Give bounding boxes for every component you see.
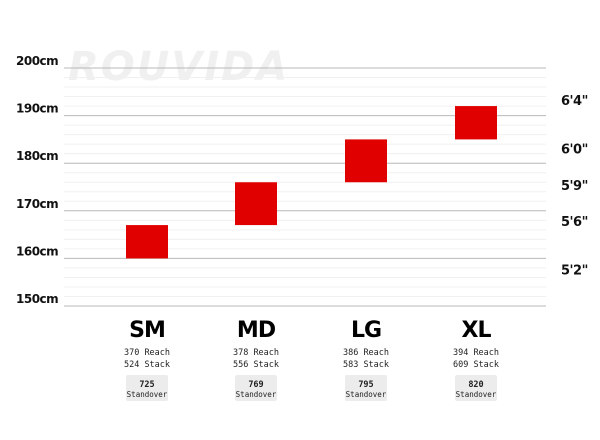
y-tick-label: 180cm — [16, 149, 58, 163]
standover-value: 795 — [358, 380, 373, 390]
range-bar-md — [235, 182, 277, 226]
standover-label: Standover — [456, 390, 497, 399]
stack-value: 609 Stack — [453, 360, 499, 370]
height-ft-tick-label: 5'9" — [561, 179, 588, 194]
standover-value: 725 — [139, 380, 154, 390]
standover-label: Standover — [236, 390, 277, 399]
height-ft-tick-label: 5'6" — [561, 215, 588, 230]
standover-value: 769 — [248, 380, 263, 390]
range-bar-xl — [455, 106, 497, 140]
y-tick-label: 150cm — [16, 292, 58, 306]
size-label: LG — [351, 318, 381, 343]
reach-value: 370 Reach — [124, 348, 170, 358]
y-tick-label: 170cm — [16, 197, 58, 211]
height-ft-tick-label: 5'2" — [561, 263, 588, 278]
standover-label: Standover — [127, 390, 168, 399]
standover-value: 820 — [468, 380, 483, 390]
size-label: SM — [129, 318, 165, 343]
left-axis-ticks: 150cm 160cm 170cm 180cm 190cm 200cm — [16, 54, 59, 306]
watermark-logo: ROUVIDA — [68, 44, 289, 90]
reach-value: 378 Reach — [233, 348, 279, 358]
y-tick-label: 190cm — [16, 102, 58, 116]
right-axis-ticks: 6'4" 6'0" 5'9" 5'6" 5'2" — [561, 94, 588, 278]
standover-box — [235, 375, 277, 401]
y-tick-label: 160cm — [16, 244, 58, 258]
height-ft-tick-label: 6'4" — [561, 94, 588, 109]
gridlines — [64, 67, 546, 307]
standover-box — [455, 375, 497, 401]
stack-value: 583 Stack — [343, 360, 389, 370]
size-label: XL — [462, 318, 492, 343]
standover-box — [345, 375, 387, 401]
reach-value: 394 Reach — [453, 348, 499, 358]
range-bar-sm — [126, 225, 168, 259]
size-label: MD — [237, 318, 276, 343]
range-bars — [126, 106, 497, 259]
reach-value: 386 Reach — [343, 348, 389, 358]
y-tick-label: 200cm — [16, 54, 58, 68]
standover-label: Standover — [346, 390, 387, 399]
standover-box — [126, 375, 168, 401]
stack-value: 556 Stack — [233, 360, 279, 370]
stack-value: 524 Stack — [124, 360, 170, 370]
height-ft-tick-label: 6'0" — [561, 142, 588, 157]
range-bar-lg — [345, 139, 387, 183]
